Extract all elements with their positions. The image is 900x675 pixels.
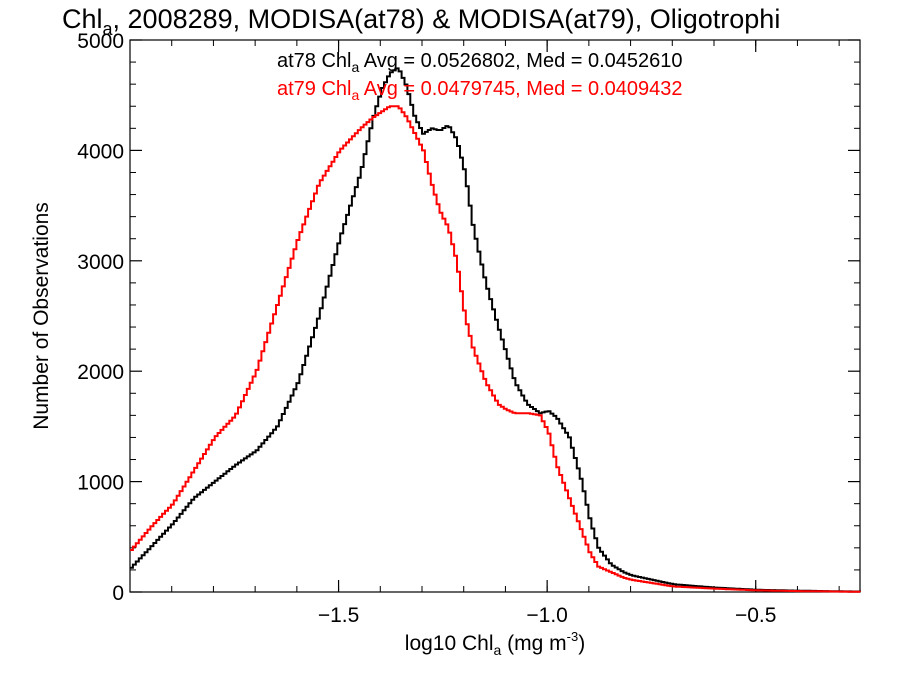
legend-at79-sub: a xyxy=(352,87,360,103)
y-tick-label: 3000 xyxy=(77,251,124,274)
series-group xyxy=(130,67,861,593)
chart-title-prefix: Chl xyxy=(62,4,103,34)
chart-title-rest: , 2008289, MODISA(at78) & MODISA(at79), … xyxy=(113,4,781,34)
y-axis-label: Number of Observations xyxy=(30,202,53,430)
plot-frame xyxy=(129,39,861,593)
x-axis-label-sup: -3 xyxy=(567,629,579,644)
y-tick-label: 1000 xyxy=(77,472,124,495)
y-tick-label: 4000 xyxy=(77,140,124,163)
x-axis-label: log10 Chla (mg m-3) xyxy=(405,629,585,658)
x-axis-label-prefix: log10 Chl xyxy=(405,632,494,655)
legend-at79-prefix: at79 Chl xyxy=(277,78,352,100)
legend-at78-prefix: at78 Chl xyxy=(277,50,352,72)
legend-at78-sub: a xyxy=(352,59,360,75)
series-line-at78 xyxy=(130,67,861,593)
legend-at79-rest: Avg = 0.0479745, Med = 0.0409432 xyxy=(359,78,682,100)
x-axis-label-mid: (mg m xyxy=(501,632,566,655)
chart-title-sub: a xyxy=(103,19,114,39)
x-tick-label: −1.5 xyxy=(318,604,359,627)
x-tick-label: −0.5 xyxy=(735,604,776,627)
y-tick-label: 0 xyxy=(112,582,124,605)
x-axis-label-end: ) xyxy=(578,632,585,655)
legend-at79: at79 Chla Avg = 0.0479745, Med = 0.04094… xyxy=(277,78,683,103)
chart-title: Chla, 2008289, MODISA(at78) & MODISA(at7… xyxy=(62,4,780,39)
y-axis-ticks: 0 1000 2000 3000 4000 5000 xyxy=(77,30,860,605)
series-line-at79 xyxy=(130,105,861,593)
legend-at78: at78 Chla Avg = 0.0526802, Med = 0.04526… xyxy=(277,50,683,75)
x-axis-ticks: −1.5 −1.0 −0.5 xyxy=(171,40,840,627)
x-tick-label: −1.0 xyxy=(526,604,567,627)
x-axis-label-sub: a xyxy=(494,642,502,658)
y-tick-label: 2000 xyxy=(77,361,124,384)
y-tick-label: 5000 xyxy=(77,30,124,53)
legend-at78-rest: Avg = 0.0526802, Med = 0.0452610 xyxy=(359,50,682,72)
